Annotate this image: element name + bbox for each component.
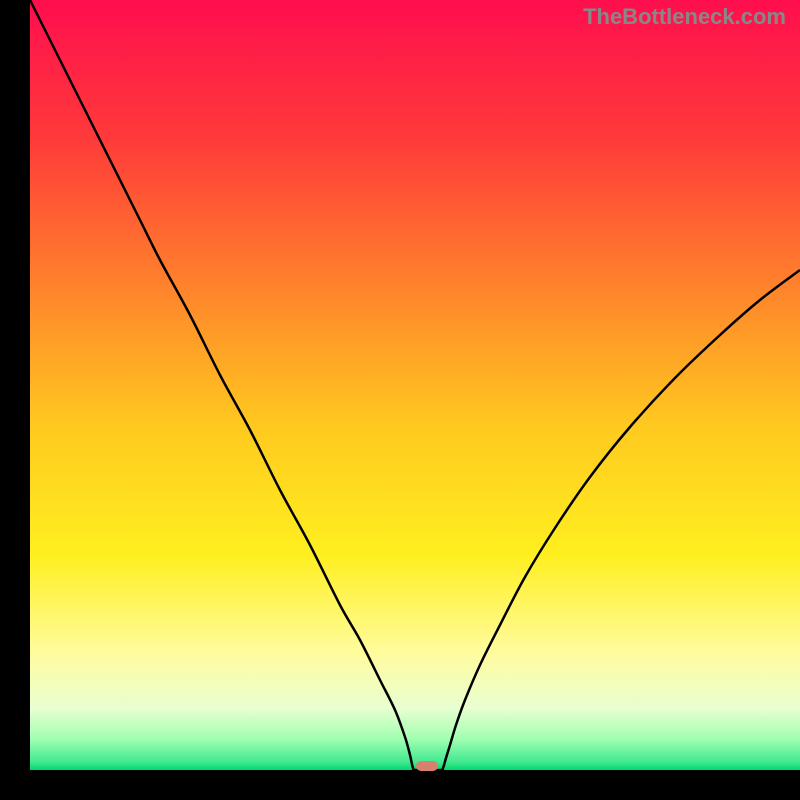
left-axis-border	[0, 0, 30, 800]
plot-background	[30, 0, 800, 770]
chart-svg	[0, 0, 800, 800]
watermark-text: TheBottleneck.com	[583, 4, 786, 30]
bottleneck-chart: TheBottleneck.com	[0, 0, 800, 800]
bottom-axis-border	[0, 770, 800, 800]
optimal-marker	[416, 761, 438, 771]
